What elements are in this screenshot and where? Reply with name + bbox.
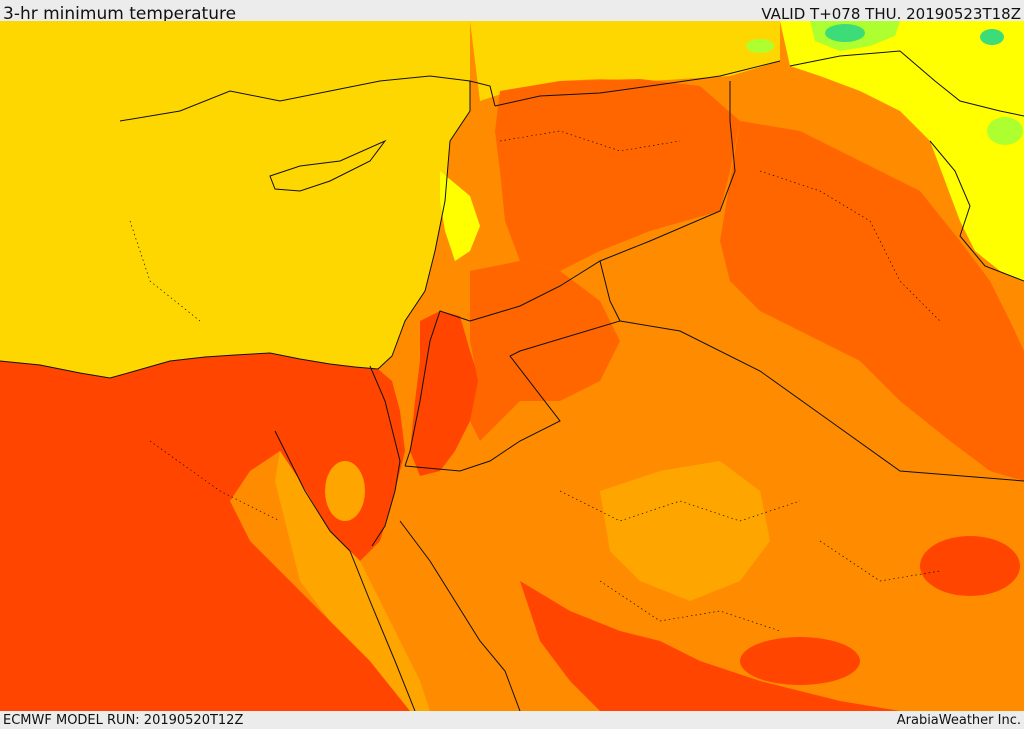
header-bar bbox=[0, 0, 1024, 21]
gulf-of-aqaba bbox=[371, 460, 401, 547]
jordan-border bbox=[404, 310, 471, 467]
boundary-6 bbox=[819, 540, 941, 582]
cold-patch-mid bbox=[746, 39, 774, 53]
mediterranean-sea bbox=[0, 21, 470, 378]
valid-time: VALID T+078 THU. 20190523T18Z bbox=[761, 5, 1021, 23]
footer-bar bbox=[0, 711, 1024, 729]
red-sea-west-coast bbox=[349, 550, 416, 711]
coastlines bbox=[0, 50, 1024, 711]
boundary-7 bbox=[129, 220, 201, 322]
iraq-warm-zone bbox=[720, 121, 1024, 481]
turkey-syria-border bbox=[494, 60, 781, 107]
sinai-border bbox=[369, 365, 401, 462]
jordan-valley-hot bbox=[410, 311, 480, 476]
model-run: ECMWF MODEL RUN: 20190520T12Z bbox=[3, 713, 244, 728]
temperature-map[interactable] bbox=[0, 21, 1024, 711]
sw-saudi-hot bbox=[520, 581, 900, 711]
saudi-hot-spot bbox=[740, 637, 860, 685]
gulf-hot-spot bbox=[920, 536, 1020, 596]
levant-yellow-belt bbox=[440, 171, 480, 261]
syria-iraq-border bbox=[469, 81, 736, 322]
caspian-coast bbox=[929, 140, 1024, 282]
boundary-4 bbox=[149, 440, 281, 522]
egypt-coastline bbox=[0, 352, 379, 379]
iraq-saudi-border-east bbox=[619, 320, 1024, 482]
cold-patch-east bbox=[987, 117, 1023, 145]
syria-warm-zone bbox=[495, 79, 740, 271]
egypt-hot-zone bbox=[0, 353, 410, 711]
turkey-cool-band bbox=[470, 21, 780, 101]
boundary-5 bbox=[599, 580, 781, 632]
boundary-1 bbox=[499, 130, 681, 152]
gulf-of-suez bbox=[274, 430, 351, 552]
red-sea-light bbox=[275, 451, 430, 711]
cyprus-outline bbox=[269, 139, 387, 192]
caucasus-cool-region bbox=[780, 21, 1024, 281]
black-sea-coast bbox=[789, 50, 1024, 117]
map-title: 3-hr minimum temperature bbox=[3, 4, 237, 24]
red-sea-east-coast bbox=[399, 520, 521, 711]
cold-peak-2 bbox=[980, 29, 1004, 45]
province-boundaries bbox=[129, 130, 941, 632]
negev-light bbox=[325, 461, 365, 521]
nafud-light-zone bbox=[600, 461, 770, 601]
credit: ArabiaWeather Inc. bbox=[896, 713, 1021, 728]
iraq-saudi-border bbox=[404, 260, 621, 472]
east-bank-warm bbox=[470, 261, 620, 441]
country-borders bbox=[369, 60, 1024, 482]
boundary-2 bbox=[759, 170, 941, 322]
cold-peak-1 bbox=[825, 24, 865, 42]
turkey-south-coastline bbox=[119, 75, 471, 122]
levant-coastline bbox=[377, 80, 496, 370]
